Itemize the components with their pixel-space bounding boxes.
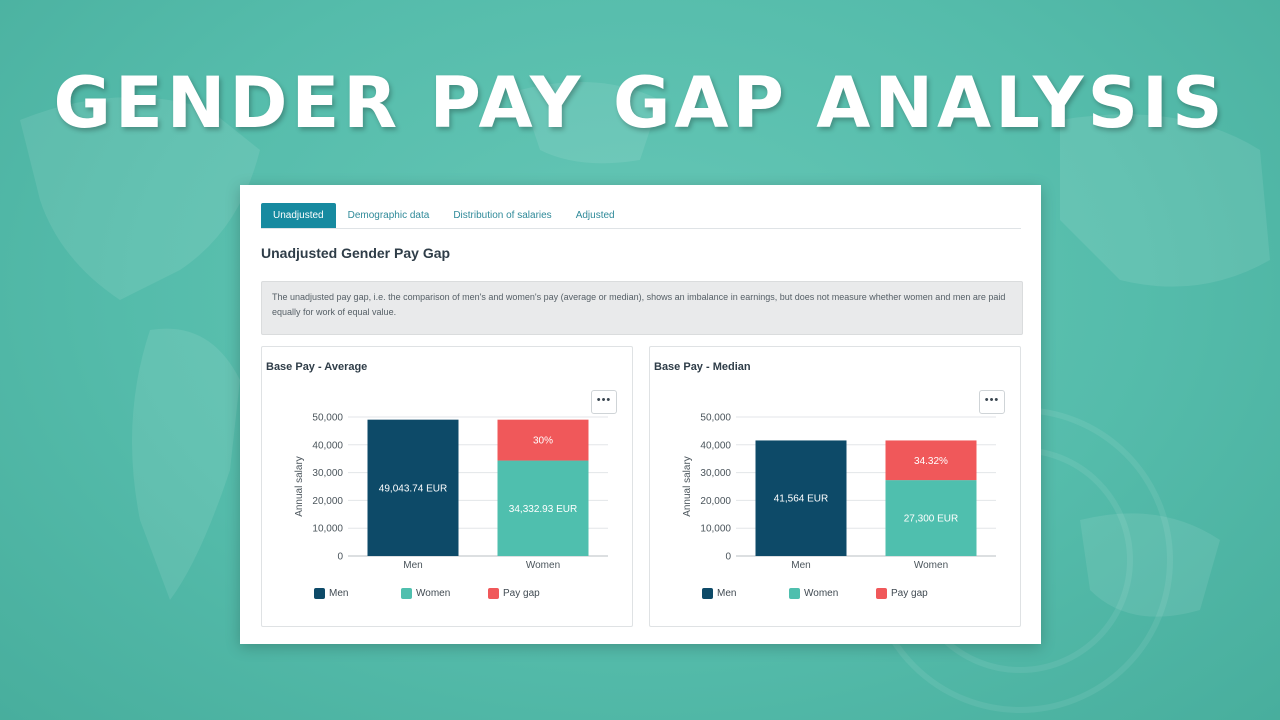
data-label: 34,332.93 EUR	[509, 504, 577, 515]
y-tick-label: 30,000	[700, 468, 731, 479]
info-box: The unadjusted pay gap, i.e. the compari…	[261, 281, 1023, 335]
legend-swatch	[702, 588, 713, 599]
bar-men	[367, 419, 459, 556]
chart-legend: Men Women Pay gap	[702, 588, 963, 599]
y-axis-label: Annual salary	[682, 456, 693, 517]
legend-item[interactable]: Men	[702, 588, 789, 599]
chart-menu-button[interactable]: •••	[979, 390, 1005, 414]
y-tick-label: 20,000	[700, 496, 731, 507]
app-panel: Unadjusted Demographic data Distribution…	[240, 185, 1041, 644]
tab-distribution-of-salaries[interactable]: Distribution of salaries	[453, 210, 552, 221]
data-label: 27,300 EUR	[904, 514, 958, 525]
y-tick-label: 40,000	[312, 440, 343, 451]
legend-item[interactable]: Pay gap	[488, 588, 575, 599]
y-tick-label: 20,000	[312, 496, 343, 507]
bar-men	[755, 440, 847, 556]
legend-label: Pay gap	[503, 588, 540, 599]
legend-item[interactable]: Pay gap	[876, 588, 963, 599]
chart-menu-button[interactable]: •••	[591, 390, 617, 414]
legend-item[interactable]: Women	[401, 588, 488, 599]
y-tick-label: 50,000	[700, 413, 731, 424]
data-label: 49,043.74 EUR	[379, 483, 447, 494]
y-tick-label: 10,000	[700, 524, 731, 535]
y-tick-label: 50,000	[312, 413, 343, 424]
y-tick-label: 0	[337, 552, 343, 563]
info-text: The unadjusted pay gap, i.e. the compari…	[272, 292, 1006, 317]
x-tick-label: Men	[791, 560, 810, 571]
legend-label: Men	[717, 588, 737, 599]
legend-item[interactable]: Women	[789, 588, 876, 599]
legend-label: Women	[804, 588, 839, 599]
x-tick-label: Men	[403, 560, 422, 571]
legend-swatch	[314, 588, 325, 599]
legend-swatch	[876, 588, 887, 599]
bar-pay-gap	[497, 419, 589, 461]
chart-card-median: Base Pay - Median ••• 0 10,000 20,000 30,00…	[649, 346, 1021, 627]
x-tick-label: Women	[914, 560, 948, 571]
tab-bar: Unadjusted Demographic data Distribution…	[261, 203, 1021, 229]
legend-swatch	[789, 588, 800, 599]
y-tick-label: 0	[725, 552, 731, 563]
tab-demographic-data[interactable]: Demographic data	[347, 210, 430, 221]
y-tick-label: 10,000	[312, 524, 343, 535]
bar-women	[885, 480, 977, 556]
tab-adjusted[interactable]: Adjusted	[575, 210, 615, 221]
chart-title: Base Pay - Median	[654, 361, 751, 373]
legend-swatch	[401, 588, 412, 599]
legend-label: Pay gap	[891, 588, 928, 599]
legend-swatch	[488, 588, 499, 599]
data-label: 34.32%	[914, 456, 948, 467]
legend-label: Women	[416, 588, 451, 599]
banner-title: GENDER PAY GAP ANALYSIS	[53, 62, 1227, 144]
chart-card-average: Base Pay - Average ••• 0 10,000 20,000 30,0…	[261, 346, 633, 627]
data-label: 30%	[533, 436, 553, 447]
bar-women	[497, 460, 589, 556]
y-axis-label: Annual salary	[294, 456, 305, 517]
y-tick-label: 40,000	[700, 440, 731, 451]
bar-pay-gap	[885, 440, 977, 481]
bar-chart: 0 10,000 20,000 30,000 40,000 50,000 Annual sa…	[294, 413, 608, 571]
bar-chart: 0 10,000 20,000 30,000 40,000 50,000 Annual sa…	[682, 413, 996, 571]
x-tick-label: Women	[526, 560, 560, 571]
chart-title: Base Pay - Average	[266, 361, 368, 373]
y-tick-label: 30,000	[312, 468, 343, 479]
legend-label: Men	[329, 588, 349, 599]
legend-item[interactable]: Men	[314, 588, 401, 599]
chart-legend: Men Women Pay gap	[314, 588, 575, 599]
page-title: Unadjusted Gender Pay Gap	[261, 245, 451, 261]
data-label: 41,564 EUR	[774, 494, 828, 505]
tab-unadjusted[interactable]: Unadjusted	[261, 203, 336, 228]
